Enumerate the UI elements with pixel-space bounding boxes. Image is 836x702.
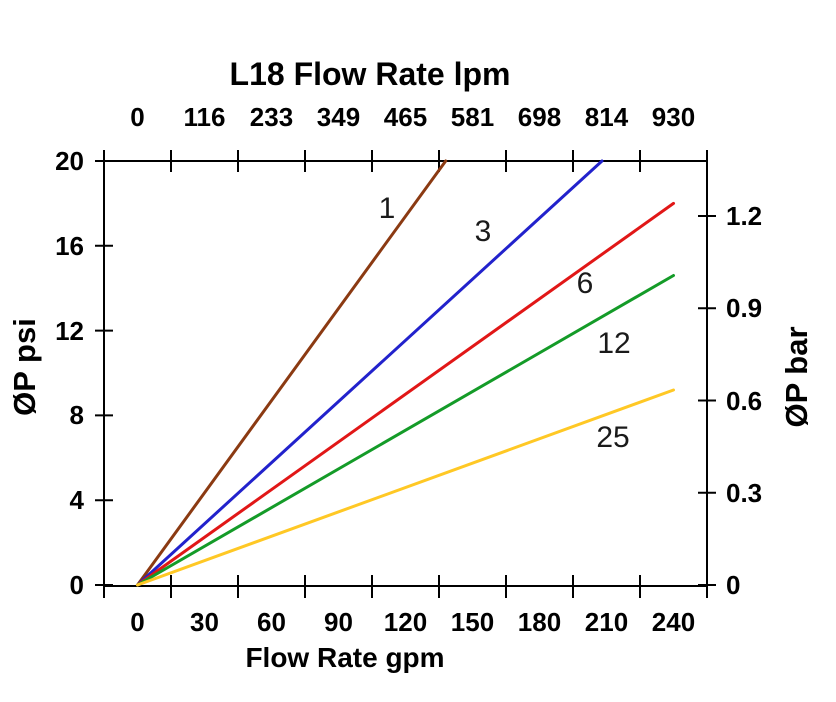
- bottom-tick-label: 90: [324, 607, 353, 637]
- left-tick-label: 0: [69, 570, 84, 600]
- y-axis-label-psi: ØP psi: [7, 318, 42, 416]
- left-tick-label: 16: [55, 230, 84, 261]
- bottom-tick-label: 60: [257, 607, 286, 637]
- bottom-tick-label: 30: [190, 607, 219, 637]
- top-tick-label: 814: [584, 102, 629, 132]
- x-axis-label-gpm: Flow Rate gpm: [245, 642, 445, 673]
- top-tick-label: 0: [130, 102, 145, 132]
- right-tick-label: 0: [726, 570, 741, 600]
- top-tick-label: 465: [383, 102, 428, 132]
- top-tick-label: 116: [183, 102, 226, 132]
- left-tick-label: 8: [69, 400, 84, 431]
- bottom-tick-label: 210: [584, 607, 629, 637]
- series-line-3: [136, 159, 604, 587]
- series-label-6: 6: [576, 267, 594, 300]
- bottom-tick-label: 240: [651, 607, 696, 637]
- right-tick-label: 0.9: [726, 293, 763, 324]
- left-tick-label: 4: [69, 485, 84, 516]
- plot-border: [103, 160, 708, 587]
- series-label-3: 3: [474, 215, 492, 248]
- right-tick-label: 0.3: [726, 477, 763, 508]
- right-tick-label: 0.6: [726, 385, 763, 416]
- series-label-25: 25: [596, 421, 630, 454]
- bottom-tick-label: 150: [450, 607, 495, 637]
- y-axis-label-bar: ØP bar: [779, 326, 814, 428]
- top-tick-label: 349: [316, 102, 361, 132]
- right-tick-label: 1.2: [726, 201, 763, 232]
- bottom-tick-label: 0: [130, 607, 145, 637]
- left-tick-label: 12: [55, 315, 84, 346]
- series-line-12: [136, 274, 675, 587]
- series-label-12: 12: [597, 327, 631, 360]
- chart-title: L18 Flow Rate lpm: [229, 56, 511, 92]
- top-tick-label: 930: [651, 102, 696, 132]
- top-tick-label: 233: [249, 102, 294, 132]
- series-line-6: [136, 201, 675, 587]
- series-label-1: 1: [378, 192, 396, 225]
- left-tick-label: 20: [55, 146, 84, 176]
- bottom-tick-label: 120: [383, 607, 428, 637]
- bottom-tick-label: 180: [517, 607, 562, 637]
- series-line-1: [136, 159, 448, 587]
- series-line-25: [136, 388, 675, 587]
- top-tick-label: 581: [450, 102, 495, 132]
- top-tick-label: 698: [517, 102, 562, 132]
